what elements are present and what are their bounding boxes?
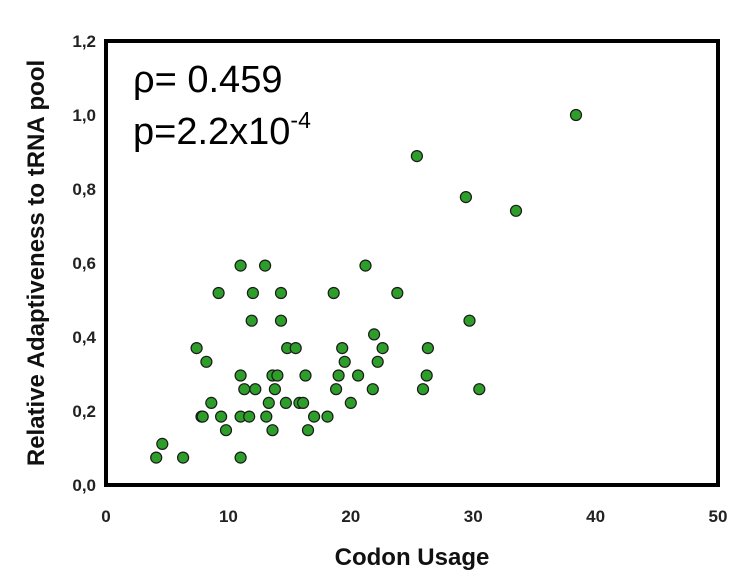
data-point: [212, 286, 225, 300]
data-point: [259, 259, 272, 272]
data-point: [234, 451, 247, 464]
y-tick-label: 0,4: [72, 328, 96, 347]
y-tick-label: 0,0: [72, 476, 96, 495]
p-value-exponent: -4: [290, 107, 311, 133]
y-tick-label: 0,8: [72, 180, 96, 199]
data-point: [332, 369, 345, 382]
data-point: [249, 383, 262, 396]
data-point: [569, 108, 583, 122]
data-point: [371, 355, 384, 368]
data-point: [196, 410, 209, 423]
x-tick-label: 40: [586, 507, 605, 526]
data-point: [260, 410, 273, 423]
data-point: [274, 286, 288, 300]
data-point: [234, 369, 247, 382]
x-tick-label: 10: [219, 507, 238, 526]
data-point: [238, 383, 251, 396]
data-point: [330, 383, 343, 396]
data-point: [245, 314, 258, 327]
data-point: [352, 369, 365, 382]
data-point: [271, 369, 284, 382]
y-axis-ticks: 0,0 0,2 0,4 0,6 0,8 1,0 1,2: [72, 32, 96, 495]
data-point: [262, 396, 275, 409]
data-point: [321, 410, 334, 423]
data-point: [279, 396, 292, 409]
x-tick-label: 30: [464, 507, 483, 526]
data-point: [205, 396, 218, 409]
x-tick-label: 20: [341, 507, 360, 526]
x-tick-label: 0: [101, 507, 110, 526]
data-point: [327, 286, 340, 300]
data-point: [200, 355, 213, 368]
plot-frame: [104, 39, 720, 487]
data-point: [421, 342, 434, 355]
data-point: [336, 342, 349, 355]
y-tick-label: 1,0: [72, 106, 96, 125]
data-point: [219, 424, 233, 437]
data-point: [299, 369, 312, 382]
x-axis-label: Codon Usage: [335, 544, 490, 571]
data-point: [297, 396, 310, 409]
data-point: [156, 437, 169, 450]
p-value-base: p=2.2x10: [133, 111, 290, 153]
data-point: [234, 259, 247, 272]
data-point: [376, 342, 389, 355]
data-point: [410, 150, 423, 163]
data-point: [338, 355, 351, 368]
data-point: [268, 383, 281, 396]
data-point: [463, 314, 476, 327]
data-point: [509, 204, 523, 217]
data-point: [289, 342, 302, 355]
data-point: [274, 314, 288, 327]
data-point: [359, 259, 372, 272]
data-point: [391, 286, 404, 300]
data-point: [308, 410, 321, 423]
x-tick-label: 50: [709, 507, 728, 526]
data-point: [246, 286, 259, 300]
x-axis-ticks: 0 10 20 30 40 50: [101, 507, 727, 526]
data-point: [177, 451, 190, 464]
data-point: [301, 424, 315, 437]
data-point: [473, 383, 486, 396]
data-point: [150, 451, 163, 464]
y-tick-label: 0,2: [72, 402, 96, 421]
y-axis-label: Relative Adaptiveness to tRNA pool: [23, 60, 50, 466]
data-point: [344, 396, 357, 409]
data-point: [243, 410, 256, 423]
rho-annotation: ρ= 0.459: [133, 59, 282, 101]
data-points: [150, 108, 583, 464]
data-point: [215, 410, 228, 423]
y-tick-label: 0,6: [72, 254, 96, 273]
y-tick-label: 1,2: [72, 32, 96, 51]
data-point: [368, 328, 381, 341]
data-point: [459, 191, 472, 204]
data-point: [266, 424, 279, 437]
data-point: [190, 342, 203, 355]
p-value-annotation: p=2.2x10-4: [133, 107, 311, 153]
data-point: [366, 383, 379, 396]
data-point: [416, 383, 430, 396]
data-point: [420, 369, 433, 382]
